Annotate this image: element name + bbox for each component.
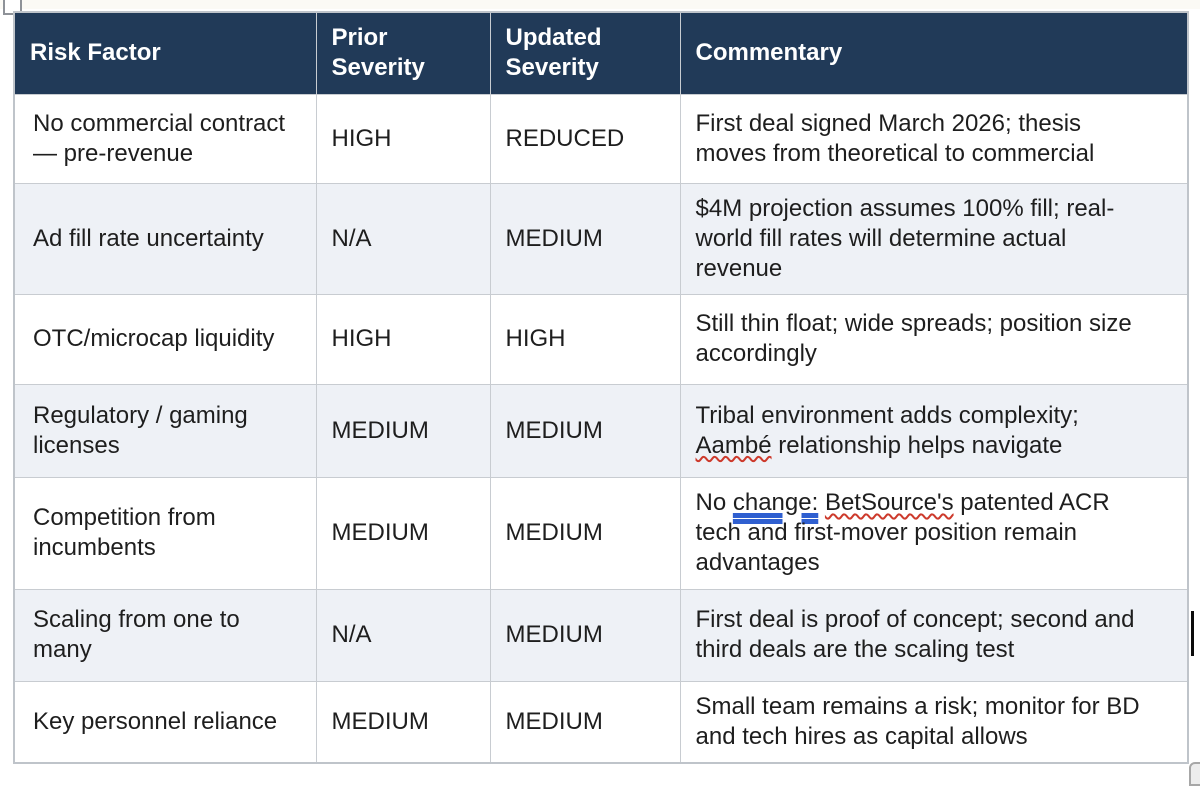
cell-risk-factor[interactable]: No commercial contract — pre-revenue	[13, 93, 317, 184]
cell-updated-severity[interactable]: MEDIUM	[489, 182, 681, 295]
cell-updated-severity[interactable]: MEDIUM	[489, 476, 681, 590]
cell-commentary[interactable]: Small team remains a risk; monitor for B…	[679, 680, 1189, 763]
column-header-risk-factor[interactable]: Risk Factor	[13, 11, 317, 95]
cell-commentary[interactable]: First deal is proof of concept; second a…	[679, 588, 1189, 682]
misspelled-word: BetSource's	[824, 489, 954, 516]
header-row: Risk Factor Prior Severity Updated Sever…	[13, 11, 1189, 95]
table-row: No commercial contract — pre-revenue HIG…	[13, 93, 1189, 184]
cell-prior-severity[interactable]: HIGH	[315, 93, 491, 184]
grammar-flagged-word: change:	[732, 489, 819, 516]
column-header-prior-severity[interactable]: Prior Severity	[315, 11, 491, 95]
table-row: Key personnel reliance MEDIUM MEDIUM Sma…	[13, 680, 1189, 763]
cell-commentary[interactable]: No change: BetSource's patented ACR tech…	[679, 476, 1189, 590]
cell-commentary[interactable]: Tribal environment adds complexity; Aamb…	[679, 383, 1189, 478]
commentary-text: Tribal environment adds complexity;	[695, 401, 1079, 429]
cell-commentary[interactable]: First deal signed March 2026; thesis mov…	[679, 93, 1189, 184]
commentary-text: relationship helps navigate	[771, 431, 1063, 459]
cell-prior-severity[interactable]: MEDIUM	[315, 476, 491, 590]
cell-prior-severity[interactable]: MEDIUM	[315, 680, 491, 763]
commentary-text: No	[695, 489, 733, 516]
text-caret-icon	[1191, 611, 1194, 656]
cell-prior-severity[interactable]: N/A	[315, 182, 491, 295]
table-row: Ad fill rate uncertainty N/A MEDIUM $4M …	[13, 182, 1189, 295]
cell-prior-severity[interactable]: MEDIUM	[315, 383, 491, 478]
cell-risk-factor[interactable]: Competition from incumbents	[13, 476, 317, 590]
cell-updated-severity[interactable]: REDUCED	[489, 93, 681, 184]
commentary-text: patented ACR tech and first-mover positi…	[695, 489, 1110, 576]
risk-table: Risk Factor Prior Severity Updated Sever…	[13, 11, 1189, 764]
cell-updated-severity[interactable]: MEDIUM	[489, 680, 681, 763]
cell-risk-factor[interactable]: Scaling from one to many	[13, 588, 317, 682]
cell-updated-severity[interactable]: MEDIUM	[489, 588, 681, 682]
table-row: Regulatory / gaming licenses MEDIUM MEDI…	[13, 383, 1189, 478]
cell-prior-severity[interactable]: HIGH	[315, 293, 491, 385]
commentary-text	[818, 489, 825, 516]
cell-prior-severity[interactable]: N/A	[315, 588, 491, 682]
table-row: Competition from incumbents MEDIUM MEDIU…	[13, 476, 1189, 590]
cell-updated-severity[interactable]: MEDIUM	[489, 383, 681, 478]
cell-risk-factor[interactable]: OTC/microcap liquidity	[13, 293, 317, 385]
table-row: OTC/microcap liquidity HIGH HIGH Still t…	[13, 293, 1189, 385]
misspelled-word: Aambé	[695, 431, 772, 459]
cell-risk-factor[interactable]: Key personnel reliance	[13, 680, 317, 763]
page-top-strip	[0, 0, 1200, 9]
cell-risk-factor[interactable]: Ad fill rate uncertainty	[13, 182, 317, 295]
cell-risk-factor[interactable]: Regulatory / gaming licenses	[13, 383, 317, 478]
cell-commentary[interactable]: $4M projection assumes 100% fill; real-w…	[679, 182, 1189, 295]
corner-ui-fragment	[1189, 762, 1200, 786]
table-row: Scaling from one to many N/A MEDIUM Firs…	[13, 588, 1189, 682]
column-header-commentary[interactable]: Commentary	[679, 11, 1189, 95]
cell-commentary[interactable]: Still thin float; wide spreads; position…	[679, 293, 1189, 385]
column-header-updated-severity[interactable]: Updated Severity	[489, 11, 681, 95]
cell-updated-severity[interactable]: HIGH	[489, 293, 681, 385]
